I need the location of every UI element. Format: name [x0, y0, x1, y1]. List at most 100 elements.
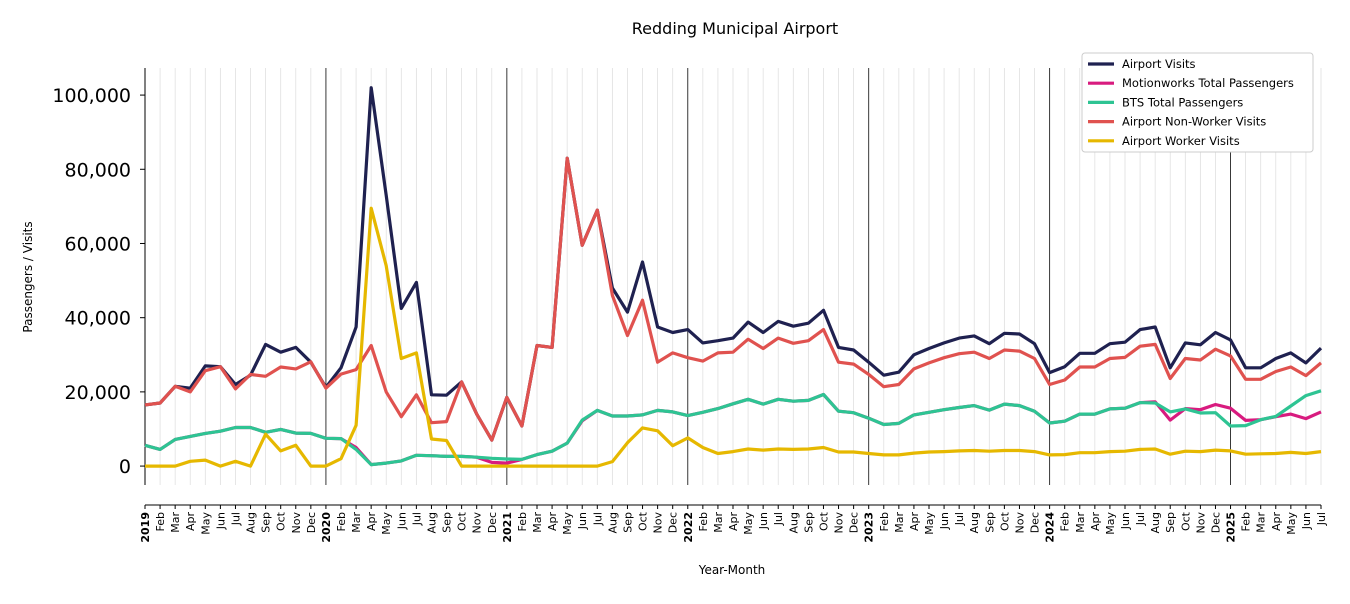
x-tick-label: Jul: [591, 512, 604, 526]
x-tick-label: Aug: [606, 512, 619, 533]
x-tick-label: Oct: [637, 511, 650, 531]
x-tick-label: Nov: [1194, 512, 1207, 534]
x-tick-label: Dec: [486, 512, 499, 533]
x-tick-label: Nov: [290, 512, 303, 534]
x-tick-label: Sep: [260, 512, 273, 533]
x-tick-label: 2025: [1225, 512, 1238, 543]
x-tick-label: 2023: [863, 512, 876, 543]
x-tick-label: Feb: [335, 512, 348, 531]
x-tick-label: Mar: [169, 512, 182, 533]
x-tick-label: Jun: [938, 512, 951, 530]
x-tick-label: Oct: [998, 511, 1011, 531]
x-tick-label: Nov: [1013, 512, 1026, 534]
x-tick-label: Aug: [245, 512, 258, 533]
x-tick-label: Mar: [1255, 512, 1268, 533]
x-tick-label: 2024: [1044, 512, 1057, 543]
legend-label: Airport Visits: [1122, 57, 1196, 71]
x-tick-label: Oct: [817, 511, 830, 531]
x-tick-label: Sep: [441, 512, 454, 533]
x-tick-label: Feb: [1059, 512, 1072, 531]
legend-label: Airport Worker Visits: [1122, 134, 1240, 148]
x-tick-label: Mar: [531, 512, 544, 533]
series-line-bts-total-passengers: [144, 389, 1322, 467]
x-tick-label: Jul: [229, 512, 242, 526]
x-tick-label: May: [742, 512, 755, 535]
x-tick-label: Mar: [1074, 512, 1087, 533]
x-tick-label: Oct: [275, 511, 288, 531]
x-tick-label: Sep: [983, 512, 996, 533]
x-tick-label: Oct: [456, 511, 469, 531]
x-tick-label: Feb: [516, 512, 529, 531]
x-tick-label: May: [561, 512, 574, 535]
y-tick-label: 60,000: [65, 233, 131, 255]
x-tick-label: Sep: [1164, 512, 1177, 533]
x-tick-label: Jun: [1300, 512, 1313, 530]
series-line-airport-non-worker-visits: [144, 156, 1323, 442]
x-tick-label: May: [380, 512, 393, 535]
x-tick-label: Apr: [1270, 512, 1283, 532]
x-tick-label: Jul: [953, 512, 966, 526]
y-tick-label: 80,000: [65, 159, 131, 181]
x-tick-label: Dec: [305, 512, 318, 533]
series-line-airport-worker-visits: [145, 206, 1322, 468]
x-tick-label: May: [1285, 512, 1298, 535]
x-tick-label: Feb: [878, 512, 891, 531]
x-tick-label: Apr: [1089, 512, 1102, 532]
x-tick-label: Apr: [184, 512, 197, 532]
x-tick-label: Oct: [1179, 511, 1192, 531]
x-tick-label: Aug: [787, 512, 800, 533]
x-axis-label: Year-Month: [698, 563, 766, 577]
x-tick-label: 2021: [501, 512, 514, 543]
x-tick-label: Jun: [214, 512, 227, 530]
x-tick-label: Dec: [1029, 512, 1042, 533]
x-tick-label: Apr: [908, 512, 921, 532]
x-tick-label: Aug: [968, 512, 981, 533]
x-tick-label: May: [199, 512, 212, 535]
y-tick-label: 100,000: [52, 85, 131, 107]
x-tick-label: Apr: [727, 512, 740, 532]
y-tick-label: 20,000: [65, 382, 131, 404]
legend-label: Motionworks Total Passengers: [1122, 76, 1294, 90]
x-tick-label: Dec: [1209, 512, 1222, 533]
x-tick-label: Sep: [621, 512, 634, 533]
series-line-airport-visits: [144, 86, 1323, 442]
x-tick-label: Nov: [471, 512, 484, 534]
x-tick-label: Jul: [1134, 512, 1147, 526]
x-tick-label: Aug: [425, 512, 438, 533]
x-tick-label: Jun: [757, 512, 770, 530]
x-tick-label: Feb: [1240, 512, 1253, 531]
x-tick-label: Nov: [833, 512, 846, 534]
x-tick-label: Mar: [350, 512, 363, 533]
x-tick-label: 2020: [320, 512, 333, 543]
x-tick-label: Apr: [365, 512, 378, 532]
x-tick-label: Dec: [848, 512, 861, 533]
x-tick-label: Apr: [546, 512, 559, 532]
chart-title: Redding Municipal Airport: [632, 19, 838, 38]
x-tick-label: May: [923, 512, 936, 535]
x-tick-label: May: [1104, 512, 1117, 535]
x-tick-label: Nov: [652, 512, 665, 534]
x-tick-label: Jul: [1315, 512, 1328, 526]
x-tick-label: Mar: [712, 512, 725, 533]
x-tick-label: Mar: [893, 512, 906, 533]
x-tick-label: Sep: [802, 512, 815, 533]
series-lines: [144, 86, 1323, 468]
x-tick-label: Feb: [154, 512, 167, 531]
x-tick-label: Jul: [772, 512, 785, 526]
y-axis-label: Passengers / Visits: [21, 221, 35, 332]
legend: Airport Visits Motionworks Total Passenge…: [1081, 52, 1314, 153]
x-tick-label: Jun: [576, 512, 589, 530]
x-tick-label: Feb: [697, 512, 710, 531]
x-tick-label: Jul: [410, 512, 423, 526]
legend-label: BTS Total Passengers: [1122, 95, 1243, 109]
x-tick-label: Aug: [1149, 512, 1162, 533]
x-tick-label: 2022: [682, 512, 695, 543]
x-tick-label: Jun: [1119, 512, 1132, 530]
x-tick-label: Dec: [667, 512, 680, 533]
x-tick-label: 2019: [139, 512, 152, 543]
legend-box: [1081, 52, 1314, 153]
y-tick-label: 40,000: [65, 308, 131, 330]
y-tick-label: 0: [119, 456, 131, 478]
